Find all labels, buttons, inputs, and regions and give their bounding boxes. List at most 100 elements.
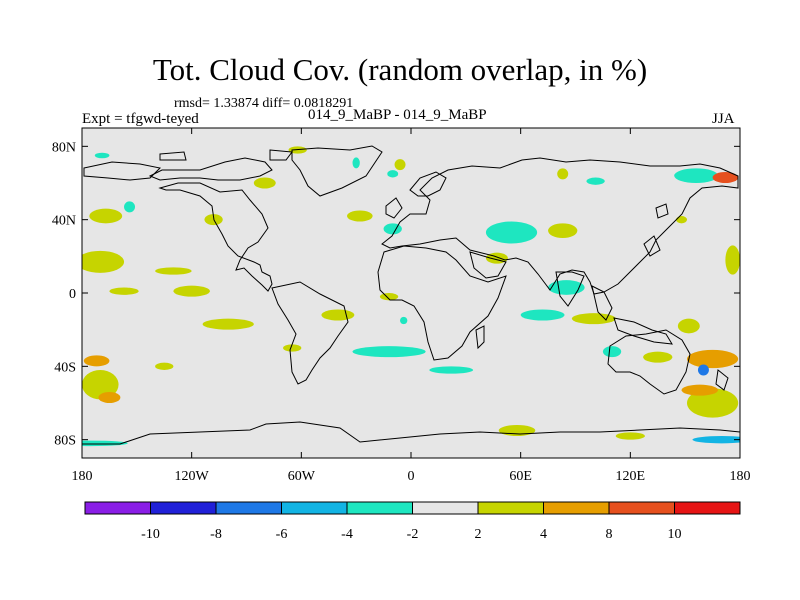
cloud-anomaly-patch [697, 364, 709, 376]
y-tick-label: 0 [69, 287, 76, 302]
cloud-anomaly-patch [98, 392, 121, 403]
season-label: JJA [712, 111, 735, 127]
cloud-anomaly-patch [394, 159, 406, 171]
colorbar-label: -2 [407, 527, 419, 542]
x-tick-label: 180 [72, 469, 93, 484]
colorbar-swatch [84, 501, 151, 515]
y-tick-label: 80N [52, 140, 76, 155]
cloud-anomaly-patch [557, 168, 569, 180]
x-tick-label: 60W [288, 469, 316, 484]
coastline-east-asia-islands [643, 203, 669, 257]
colorbar-swatch [412, 501, 479, 515]
x-tick-label: 0 [408, 469, 415, 484]
cloud-anomaly-patch [347, 210, 373, 222]
cloud-anomaly-patch [202, 318, 254, 330]
y-tick-label: 40N [52, 214, 76, 229]
coastline-eurasia [381, 157, 739, 295]
cloud-anomaly-patch [89, 208, 123, 224]
plot-title: Tot. Cloud Cov. (random overlap, in %) [152, 52, 648, 87]
cloud-anomaly-patch [82, 250, 125, 273]
cloud-anomaly-patch [124, 201, 136, 213]
colorbar: -10 -8 -6 -4 -2 2 4 8 10 [84, 501, 741, 542]
coastline-layer [82, 145, 740, 445]
experiment-label: Expt = tfgwd-teyed [82, 111, 199, 127]
coastline-maritime [613, 317, 673, 345]
cloud-anomaly-patch [485, 221, 538, 244]
cloud-anomaly-patch [602, 346, 622, 358]
coastline-africa [377, 245, 507, 361]
cloud-anomaly-patch [686, 388, 739, 418]
colorbar-swatch [281, 501, 348, 515]
cloud-anomaly-patch [643, 351, 673, 363]
cloud-anomaly-patch [352, 346, 426, 358]
cloud-anomaly-patch [615, 432, 645, 440]
cloud-anomaly-patch [712, 172, 739, 183]
coastline-canada-arctic [148, 157, 273, 181]
rmsd-diff-stats: rmsd= 1.33874 diff= 0.0818291 [174, 96, 354, 111]
coastline-scandinavia [409, 171, 447, 197]
cloud-anomaly-patch [520, 309, 565, 321]
colorbar-swatch [346, 501, 413, 515]
cloud-anomaly-patch [82, 440, 128, 447]
colorbar-label: -4 [341, 527, 353, 542]
cloud-anomaly-patch [674, 168, 719, 184]
cloud-anomaly-patch [681, 384, 719, 396]
colorbar-label: -6 [276, 527, 288, 542]
y-tick-label: 80S [54, 434, 76, 449]
cloud-anomaly-patch [352, 157, 360, 169]
coastline-australia [607, 329, 691, 395]
colorbar-swatch [215, 501, 282, 515]
cloud-anomaly-patch [548, 223, 578, 239]
cloud-anomaly-patch [82, 370, 119, 400]
cloud-anomaly-patch [548, 280, 585, 295]
cloud-anomaly-patch [571, 313, 616, 325]
cloud-anomaly-patch [321, 309, 355, 321]
cloud-anomaly-patch [83, 355, 110, 367]
coastline-greenland [291, 145, 383, 197]
coastline-alaska [83, 161, 162, 181]
cloud-anomaly-patch [387, 170, 399, 178]
x-tick-label: 180 [730, 469, 751, 484]
axis-layer: 180 120W 60W 0 60E 120E 180 80N 40N 0 40S 80S [52, 128, 751, 484]
cloud-anomaly-patch [109, 287, 139, 295]
cloud-anomaly-patch [677, 318, 700, 334]
cloud-anomaly-patch [676, 216, 687, 224]
coastline-india [555, 271, 585, 307]
coastline-north-america [158, 182, 273, 292]
cloud-anomaly-patch [283, 344, 302, 352]
colorbar-label: 10 [668, 527, 682, 542]
cloud-anomaly-patch [383, 223, 402, 235]
coastline-madagascar [475, 325, 485, 350]
coastline-arabia [469, 251, 507, 279]
cloud-anomaly-patch [155, 362, 174, 371]
colorbar-label: 8 [606, 527, 613, 542]
colorbar-label: 4 [540, 527, 547, 542]
case-label: 014_9_MaBP - 014_9_MaBP [308, 107, 487, 123]
x-tick-label: 60E [509, 469, 532, 484]
cloud-anomaly-patch [586, 177, 605, 185]
colorbar-label: 2 [475, 527, 482, 542]
colorbar-swatch [477, 501, 544, 515]
colorbar-swatch [608, 501, 675, 515]
anomaly-layer [82, 146, 740, 447]
coastline-antarctica [82, 421, 740, 445]
coastline-new-zealand [715, 369, 729, 391]
cloud-anomaly-patch [429, 366, 474, 374]
cloud-anomaly-patch [155, 267, 192, 275]
cloud-anomaly-patch [253, 177, 276, 189]
x-tick-label: 120E [616, 469, 646, 484]
colorbar-swatch [150, 501, 217, 515]
colorbar-swatch [543, 501, 610, 515]
cloud-anomaly-patch [686, 349, 739, 369]
coastline-indochina [591, 285, 613, 321]
colorbar-label: -10 [141, 527, 160, 542]
cloud-anomaly-patch [94, 152, 110, 159]
cloud-anomaly-patch [400, 316, 408, 325]
colorbar-label: -8 [210, 527, 222, 542]
coastline-british-isles [385, 197, 403, 219]
coastline-south-america [271, 281, 349, 385]
coastline-arctic-islands [159, 149, 293, 161]
y-tick-label: 40S [54, 360, 76, 375]
cloud-anomaly-patch [692, 436, 740, 444]
